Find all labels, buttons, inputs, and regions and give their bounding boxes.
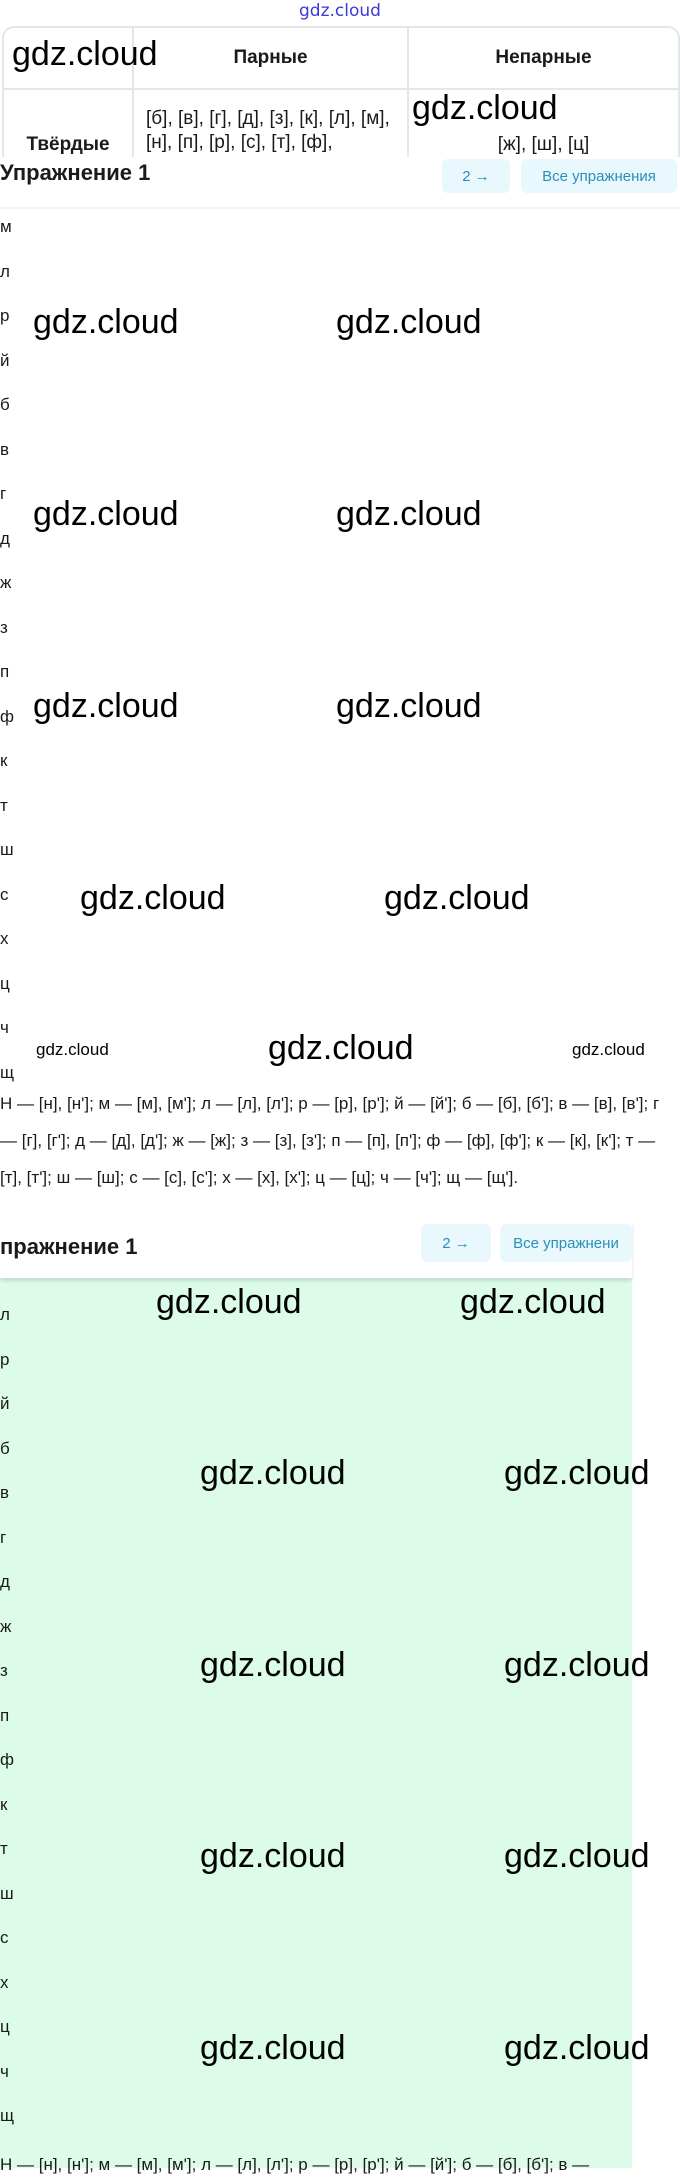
letter-item: з	[0, 617, 8, 637]
watermark: gdz.cloud	[504, 1646, 650, 1684]
letter-item: р	[0, 1349, 10, 1369]
letter-item: ш	[0, 840, 14, 859]
letter-item: щ	[0, 1062, 14, 1082]
letter-item: м	[0, 217, 12, 236]
letter-item: л	[0, 261, 10, 281]
watermark: gdz.cloud	[200, 2029, 346, 2067]
letter-item: х	[0, 929, 9, 948]
watermark: gdz.cloud	[504, 1454, 650, 1492]
table-header-paired: Парные	[134, 28, 409, 90]
watermark: gdz.cloud	[200, 1837, 346, 1875]
next-exercise-button-2[interactable]: 2 →	[421, 1224, 491, 1262]
letter-item: л	[0, 1305, 10, 1324]
answer-text: Н — [н], [н']; м — [м], [м']; л — [л], […	[0, 1094, 660, 1187]
letter-item: т	[0, 795, 8, 815]
letter-item: ж	[0, 573, 12, 592]
table-header-unpaired: Непарные	[409, 28, 678, 90]
letter-item: в	[0, 439, 10, 459]
watermark: gdz.cloud	[200, 1454, 346, 1492]
watermark: gdz.cloud	[412, 89, 558, 127]
letter-item: ш	[0, 1883, 14, 1903]
letter-item: в	[0, 1483, 10, 1502]
letter-item: к	[0, 1794, 8, 1814]
next-exercise-button[interactable]: 2 →	[442, 159, 510, 193]
letter-item: р	[0, 306, 10, 325]
letter-item: г	[0, 484, 7, 503]
letter-item: з	[0, 1661, 8, 1680]
letter-item: п	[0, 662, 10, 681]
all-exercises-button-2[interactable]: Все упражнени	[500, 1224, 632, 1262]
letter-item: ц	[0, 2017, 10, 2036]
letter-item: ц	[0, 973, 10, 993]
table-cell-unpaired: [ж], [ш], [ц]	[497, 134, 590, 155]
watermark: gdz.cloud	[12, 35, 158, 73]
letter-item: б	[0, 1438, 10, 1458]
watermark: gdz.cloud	[336, 687, 482, 725]
letter-item: щ	[0, 2106, 14, 2125]
exercise-title: Упражнение 1	[0, 160, 151, 185]
watermark: gdz.cloud	[33, 495, 179, 533]
watermark: gdz.cloud	[504, 1837, 650, 1875]
table-row-label: Твёрдые	[4, 90, 134, 157]
watermark: gdz.cloud	[504, 2029, 650, 2067]
letter-item: б	[0, 395, 10, 414]
exercise-header-2: пражнение 1 2 → Все упражнени	[0, 1222, 632, 1278]
letter-item: г	[0, 1527, 7, 1547]
answer-panel	[0, 1278, 632, 2168]
letter-item: с	[0, 1928, 9, 1947]
watermark: gdz.cloud	[572, 1040, 645, 1059]
watermark: gdz.cloud	[156, 1283, 302, 1321]
watermark: gdz.cloud	[336, 303, 482, 341]
watermark: gdz.cloud	[268, 1029, 414, 1067]
watermark: gdz.cloud	[33, 303, 179, 341]
top-watermark: gdz.cloud	[299, 1, 381, 21]
letter-item: й	[0, 1394, 10, 1413]
letter-item: п	[0, 1705, 10, 1725]
watermark: gdz.cloud	[200, 1646, 346, 1684]
watermark: gdz.cloud	[384, 879, 530, 917]
letter-item: й	[0, 350, 10, 370]
watermark: gdz.cloud	[33, 687, 179, 725]
table-header-empty	[4, 28, 134, 90]
letter-item: д	[0, 528, 10, 548]
answer-text-2: Н — [н], [н']; м — [м], [м']; л — [л], […	[0, 2155, 590, 2174]
letter-item: ч	[0, 1018, 9, 1037]
letter-item: ф	[0, 706, 14, 726]
watermark: gdz.cloud	[460, 1283, 606, 1321]
table-cell-paired: [б], [в], [г], [д], [з], [к], [л], [м], …	[134, 90, 409, 157]
watermark: gdz.cloud	[36, 1040, 109, 1059]
letter-item: с	[0, 884, 9, 904]
letter-item: ж	[0, 1616, 12, 1636]
all-exercises-button[interactable]: Все упражнения	[521, 159, 677, 193]
consonants-table: Парные Непарные Твёрдые [б], [в], [г], […	[2, 26, 680, 157]
exercise-header: Упражнение 1 2 → Все упражнения	[0, 157, 680, 209]
letter-item: ч	[0, 2061, 9, 2081]
letter-item: т	[0, 1839, 8, 1858]
letter-item: ф	[0, 1750, 14, 1769]
exercise-title-2: пражнение 1	[0, 1234, 138, 1259]
letter-item: д	[0, 1572, 10, 1591]
letter-item: х	[0, 1972, 9, 1992]
watermark: gdz.cloud	[80, 879, 226, 917]
watermark: gdz.cloud	[336, 495, 482, 533]
letter-item: к	[0, 751, 8, 770]
